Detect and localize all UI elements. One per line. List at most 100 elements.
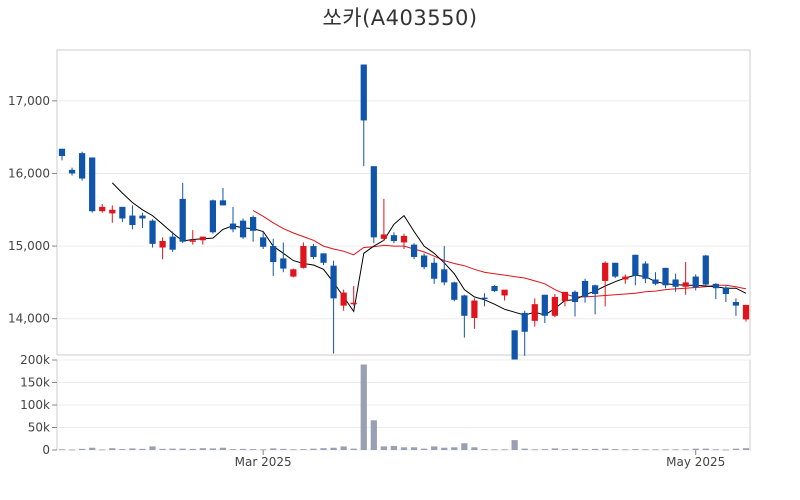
candle-body [169, 236, 176, 250]
candle-body [561, 291, 569, 302]
candle-body [612, 262, 619, 277]
candle-body [471, 300, 478, 318]
volume-bar [722, 449, 730, 451]
volume-y-axis: 0 50k 100k 150k 200k [20, 353, 57, 457]
volume-bar [491, 449, 498, 451]
ma-long-line [252, 210, 747, 298]
volume-bar [99, 449, 106, 451]
candle-body [702, 255, 709, 285]
volume-bar [58, 449, 66, 451]
candle-body [662, 267, 669, 286]
candle-body [209, 200, 217, 233]
candle-body [390, 235, 398, 241]
price-y-axis: 14,000 15,000 16,000 17,000 [8, 94, 57, 326]
volume-bar [652, 449, 659, 451]
volume-bar [350, 448, 357, 450]
ma-short-series [111, 182, 747, 316]
volume-bar [551, 448, 559, 450]
volume-bar [410, 447, 418, 450]
candle-body [280, 258, 287, 269]
volume-bar [732, 448, 740, 450]
volume-bar [89, 447, 96, 450]
candle-body [239, 220, 247, 238]
candle-body [642, 263, 649, 279]
price-plot-area [56, 49, 751, 356]
volume-bar [340, 446, 347, 450]
volume-bar [159, 448, 166, 450]
volume-bar [662, 449, 669, 451]
volume-bar [189, 448, 196, 450]
volume-bar [702, 448, 709, 450]
candle-body [722, 287, 730, 294]
volume-bar [441, 447, 448, 450]
candle-body [501, 289, 508, 296]
candle-body [491, 286, 498, 292]
volume-bar [199, 448, 206, 450]
candle-body [249, 217, 257, 231]
volume-bar [179, 448, 186, 450]
price-tick-label: 16,000 [8, 166, 50, 180]
volume-tick-label: 200k [20, 353, 50, 367]
ma-long-series [252, 210, 747, 298]
candle-body [632, 254, 639, 276]
candle-body [199, 236, 206, 241]
candle-body [360, 64, 367, 121]
candle-body [652, 279, 659, 284]
candle-body [682, 282, 689, 287]
volume-bar [431, 446, 438, 450]
volume-bar [320, 448, 327, 450]
volume-bar [672, 449, 679, 451]
candle-body [742, 304, 750, 320]
volume-bar [581, 449, 589, 450]
volume-bar [68, 449, 76, 451]
volume-bar [78, 448, 86, 450]
candle-body [511, 330, 518, 363]
volume-bar [249, 449, 257, 450]
candle-body [340, 292, 347, 306]
volume-bar [169, 448, 176, 450]
volume-bar [129, 448, 136, 450]
candle-body [330, 265, 337, 299]
volume-bar [239, 448, 247, 450]
candle-body [672, 279, 679, 287]
candle-body [410, 244, 418, 257]
volume-bar [471, 447, 478, 450]
volume-bar [330, 447, 337, 450]
candle-body [219, 200, 227, 206]
volume-bar [642, 449, 649, 451]
x-tick-label: Mar 2025 [235, 455, 292, 469]
candle-body [481, 297, 488, 300]
volume-bar [400, 447, 408, 450]
candle-body [310, 246, 317, 257]
volume-tick-label: 150k [20, 376, 50, 390]
volume-bar [682, 449, 689, 451]
volume-bar [139, 448, 146, 450]
volume-bar [270, 448, 277, 450]
volume-bar [602, 448, 609, 450]
candle-body [270, 246, 277, 263]
candle-body [290, 269, 297, 277]
candle-body [89, 157, 96, 212]
volume-bar [310, 448, 317, 450]
volume-bar [712, 449, 719, 451]
candle-body [732, 301, 740, 306]
volume-bar [742, 448, 750, 450]
volume-bar [521, 448, 528, 450]
volume-bar [501, 449, 508, 451]
candle-body [320, 253, 327, 263]
volume-tick-label: 100k [20, 398, 50, 412]
volume-bar [390, 445, 398, 450]
candle-body [78, 153, 86, 179]
volume-bar [370, 420, 377, 450]
volume-bar [511, 440, 518, 450]
candle-body [58, 148, 66, 157]
candle-body [99, 206, 106, 212]
volume-bar [632, 449, 639, 450]
volume-bar [260, 449, 267, 451]
candle-body [380, 234, 388, 239]
candle-body [229, 223, 237, 230]
candle-body [400, 235, 408, 243]
volume-bar [109, 448, 116, 450]
candle-body [521, 312, 528, 332]
